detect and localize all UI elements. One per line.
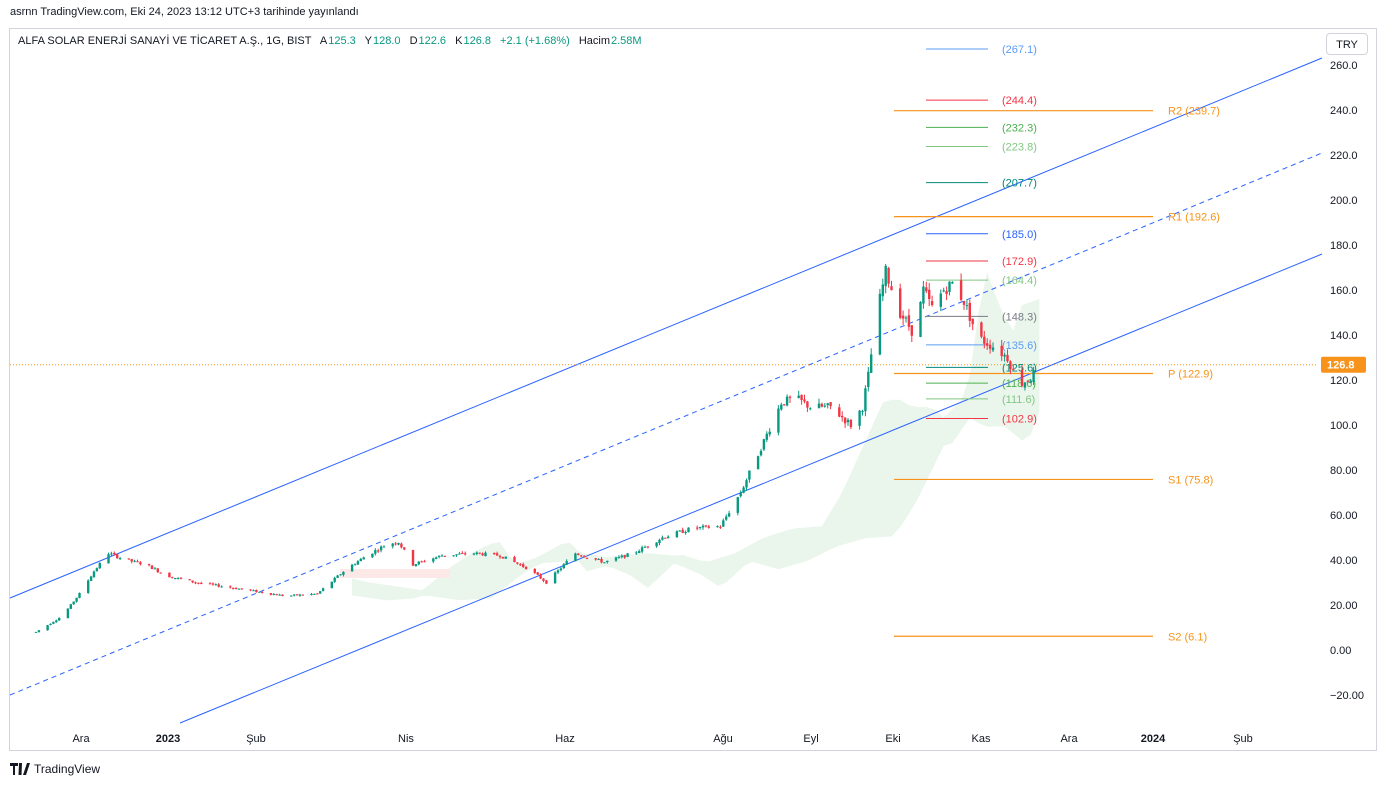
high-value: 128.0 [372,35,401,47]
volume-value: 2.58M [611,35,642,47]
chart-legend: ALFA SOLAR ENERJİ SANAYİ VE TİCARET A.Ş.… [18,35,648,47]
low-label: D [409,35,418,47]
close-value: 126.8 [463,35,491,47]
close-label: K [455,35,463,47]
footer-brand: TradingView [10,762,100,776]
low-value: 122.6 [418,35,447,47]
chart-frame [9,28,1377,751]
published-info: asrnn TradingView.com, Eki 24, 2023 13:1… [10,6,359,18]
change-value: +2.1 (+1.68%) [500,35,570,47]
footer-brand-text: TradingView [34,762,101,776]
currency-button[interactable]: TRY [1326,33,1368,55]
open-label: A [319,35,328,47]
open-value: 125.3 [328,35,356,47]
symbol-name[interactable]: ALFA SOLAR ENERJİ SANAYİ VE TİCARET A.Ş.… [18,35,312,47]
high-label: Y [364,35,372,47]
tradingview-logo-icon [10,763,30,775]
volume-label: Hacim [578,35,610,47]
